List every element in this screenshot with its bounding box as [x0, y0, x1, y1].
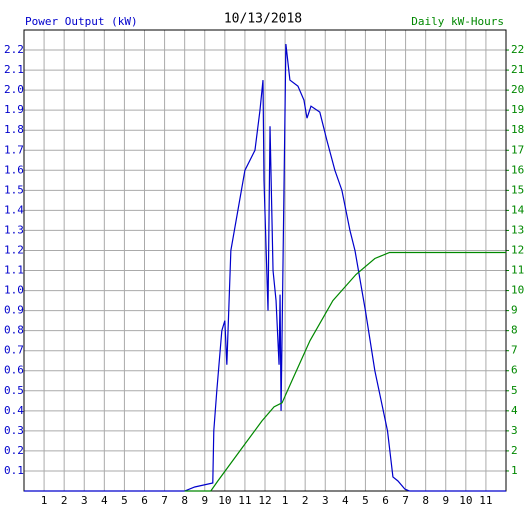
x-tick-label: 1	[282, 494, 289, 507]
y-tick-label: 1.7	[4, 143, 24, 156]
y-tick-label: 1.3	[4, 223, 24, 236]
y2-tick-label: 3	[511, 424, 518, 437]
y2-tick-label: 5	[511, 384, 518, 397]
x-tick-label: 3	[81, 494, 88, 507]
y2-tick-label: 14	[511, 203, 525, 216]
y-tick-label: 1.6	[4, 163, 24, 176]
x-tick-label: 4	[101, 494, 108, 507]
x-tick-label: 6	[382, 494, 389, 507]
y2-tick-label: 8	[511, 324, 518, 337]
chart-title: 10/13/2018	[224, 12, 302, 27]
plot-frame	[23, 29, 507, 492]
x-tick-label: 2	[302, 494, 309, 507]
y2-tick-label: 10	[511, 284, 524, 297]
x-tick-label: 8	[181, 494, 188, 507]
y-tick-label: 2.2	[4, 43, 24, 56]
y-tick-label: 1.1	[4, 264, 24, 277]
y-tick-label: 0.5	[4, 384, 24, 397]
y-tick-label: 1.5	[4, 183, 24, 196]
y-tick-label: 0.4	[4, 404, 24, 417]
y2-tick-label: 15	[511, 183, 524, 196]
y2-tick-label: 7	[511, 344, 518, 357]
x-tick-label: 4	[342, 494, 349, 507]
y-tick-label: 0.7	[4, 344, 24, 357]
x-tick-label: 9	[201, 494, 208, 507]
x-tick-label: 3	[322, 494, 329, 507]
y2-tick-label: 22	[511, 43, 524, 56]
x-tick-label: 5	[362, 494, 369, 507]
y-tick-label: 0.1	[4, 464, 24, 477]
y2-tick-label: 11	[511, 264, 524, 277]
series-line	[184, 251, 506, 492]
y2-tick-label: 16	[511, 163, 524, 176]
y2-tick-label: 18	[511, 123, 524, 136]
y2-tick-label: 21	[511, 63, 524, 76]
y-tick-label: 0.9	[4, 304, 24, 317]
y-tick-label: 1.2	[4, 243, 24, 256]
y2-tick-label: 12	[511, 243, 524, 256]
x-tick-label: 1	[41, 494, 48, 507]
x-tick-label: 6	[141, 494, 148, 507]
y-tick-label: 1.0	[4, 284, 24, 297]
x-tick-label: 10	[459, 494, 472, 507]
x-tick-label: 8	[422, 494, 429, 507]
y-tick-label: 2.1	[4, 63, 24, 76]
x-tick-label: 12	[258, 494, 271, 507]
y-axis-label: Power Output (kW)	[25, 15, 138, 28]
y2-tick-label: 13	[511, 223, 524, 236]
x-tick-label: 9	[442, 494, 449, 507]
x-tick-label: 7	[402, 494, 409, 507]
series-line	[24, 43, 506, 492]
y2-tick-label: 4	[511, 404, 518, 417]
y2-tick-label: 19	[511, 103, 524, 116]
y-tick-label: 0.2	[4, 444, 24, 457]
x-tick-label: 11	[238, 494, 251, 507]
x-tick-label: 11	[479, 494, 492, 507]
x-tick-label: 10	[218, 494, 231, 507]
x-tick-label: 7	[161, 494, 168, 507]
x-tick-label: 2	[61, 494, 68, 507]
y-tick-label: 1.4	[4, 203, 24, 216]
y-tick-label: 0.3	[4, 424, 24, 437]
y2-tick-label: 9	[511, 304, 518, 317]
y-tick-label: 2.0	[4, 83, 24, 96]
y-tick-label: 1.9	[4, 103, 24, 116]
y-tick-label: 1.8	[4, 123, 24, 136]
y2-tick-label: 17	[511, 143, 524, 156]
x-tick-label: 5	[121, 494, 128, 507]
y-tick-label: 0.8	[4, 324, 24, 337]
y2-tick-label: 6	[511, 364, 518, 377]
y-tick-label: 0.6	[4, 364, 24, 377]
y2-tick-label: 1	[511, 464, 518, 477]
y2-tick-label: 20	[511, 83, 524, 96]
y2-axis-label: Daily kW-Hours	[411, 15, 504, 28]
y2-tick-label: 2	[511, 444, 518, 457]
